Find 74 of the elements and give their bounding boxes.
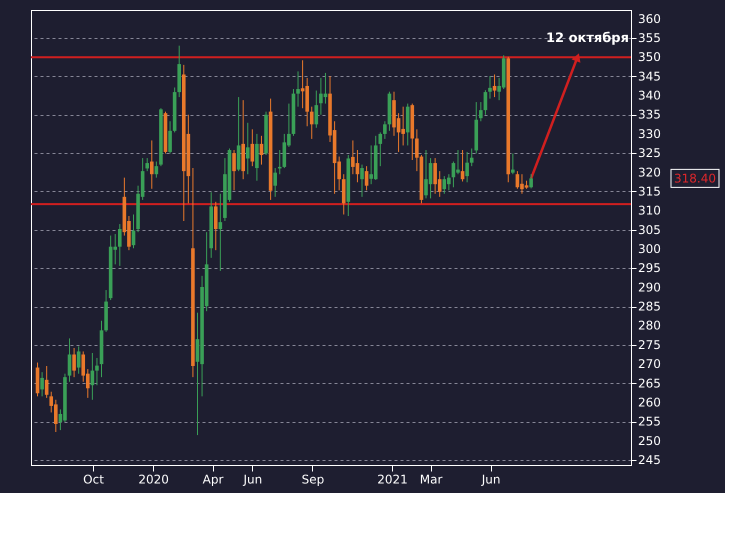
y-tick-label: 280	[638, 318, 661, 333]
y-tick-label: 275	[638, 338, 661, 352]
y-tick-label: 245	[638, 453, 661, 468]
candlestick	[232, 150, 236, 191]
candlestick	[250, 128, 254, 167]
candlestick	[246, 122, 250, 175]
candlestick	[511, 152, 515, 175]
candlestick	[40, 372, 44, 397]
x-tick-label: 2020	[138, 472, 169, 486]
candlestick	[118, 224, 122, 266]
candlestick	[218, 193, 222, 272]
candlestick	[296, 70, 300, 108]
candlestick	[72, 347, 76, 378]
candlestick	[401, 106, 405, 146]
candlestick	[479, 102, 483, 122]
y-tick-label: 305	[638, 222, 661, 237]
x-tick-label: Jun	[480, 472, 501, 486]
candlestick	[154, 161, 158, 178]
candlestick	[529, 174, 533, 189]
y-tick-label: 345	[638, 69, 661, 84]
candlestick	[90, 352, 94, 400]
y-tick-label: 290	[638, 280, 661, 294]
candlestick	[442, 176, 446, 194]
y-tick-label: 270	[638, 357, 661, 372]
candlestick	[278, 150, 282, 175]
y-tick-label: 250	[638, 434, 661, 448]
x-tick-label: Jun	[242, 472, 262, 486]
y-tick-label: 315	[638, 184, 661, 198]
x-tick-label: 2021	[377, 472, 408, 486]
candlestick	[68, 338, 72, 382]
y-tick-label: 300	[638, 242, 661, 256]
y-tick-label: 285	[638, 300, 661, 314]
candlestick	[378, 132, 382, 167]
candlestick	[132, 214, 136, 249]
candlestick	[351, 140, 355, 175]
y-tick-label: 310	[638, 204, 661, 218]
x-tick-label: Mar	[420, 472, 442, 486]
candlestick	[492, 74, 496, 98]
candlestick	[470, 148, 474, 167]
candlestick	[314, 90, 318, 128]
candlestick	[95, 357, 99, 386]
candlestick	[273, 168, 277, 198]
x-tick-label: Sep	[302, 472, 324, 486]
y-tick-label: 350	[638, 50, 661, 64]
y-tick-label: 260	[638, 395, 661, 410]
candlestick	[260, 135, 264, 166]
candlestick	[168, 120, 172, 154]
candlestick	[465, 151, 469, 183]
candlestick	[44, 366, 48, 398]
y-tick-label: 340	[638, 88, 661, 103]
candlestick	[383, 120, 387, 140]
x-tick-label: Oct	[83, 472, 104, 486]
annotation: 12 октября	[546, 31, 629, 46]
candlestick	[76, 346, 80, 374]
y-tick-label: 265	[638, 376, 661, 390]
text: 318.40	[674, 171, 716, 186]
y-tick-label: 335	[638, 108, 661, 122]
y-tick-label: 255	[638, 414, 661, 429]
y-tick-label: 320	[638, 165, 661, 180]
candlestick	[360, 164, 364, 198]
y-tick-label: 325	[638, 146, 661, 160]
candlestick	[214, 201, 218, 251]
y-tick-label: 360	[638, 12, 661, 26]
y-tick-label: 330	[638, 126, 661, 141]
x-tick-label: Apr	[202, 472, 224, 486]
candlestick	[460, 150, 464, 182]
candlestick	[364, 166, 368, 191]
candlestick	[150, 140, 154, 190]
candlestick	[488, 75, 492, 100]
candlestick	[310, 106, 314, 140]
y-tick-label: 355	[638, 31, 661, 46]
candlestick	[145, 158, 150, 172]
candlestick	[484, 90, 488, 116]
y-tick-label: 295	[638, 261, 661, 276]
